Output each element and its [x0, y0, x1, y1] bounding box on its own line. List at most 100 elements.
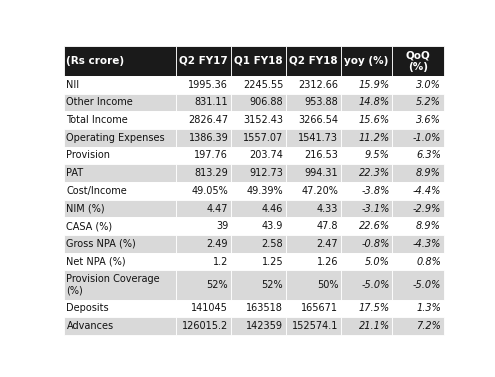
Bar — [64, 200, 176, 218]
Text: 7.2%: 7.2% — [416, 321, 441, 331]
Text: 142359: 142359 — [247, 321, 283, 331]
Bar — [176, 200, 231, 218]
Bar — [64, 147, 176, 164]
Bar — [231, 164, 286, 182]
Text: Other Income: Other Income — [66, 97, 133, 107]
Bar — [341, 253, 393, 270]
Text: 813.29: 813.29 — [195, 168, 228, 178]
Text: 3266.54: 3266.54 — [298, 115, 339, 125]
Text: Q2 FY17: Q2 FY17 — [179, 56, 228, 66]
Text: Advances: Advances — [66, 321, 114, 331]
Text: Provision: Provision — [66, 150, 110, 161]
Text: 126015.2: 126015.2 — [182, 321, 228, 331]
Text: -2.9%: -2.9% — [412, 204, 441, 213]
Bar — [64, 300, 176, 317]
Bar — [231, 235, 286, 253]
Text: Operating Expenses: Operating Expenses — [66, 133, 165, 143]
Bar — [341, 129, 393, 147]
Bar — [231, 147, 286, 164]
Bar — [176, 317, 231, 335]
Bar — [393, 93, 444, 111]
Bar — [64, 317, 176, 335]
Bar — [341, 93, 393, 111]
Bar — [64, 253, 176, 270]
Text: 2245.55: 2245.55 — [243, 80, 283, 90]
Bar — [286, 235, 341, 253]
Text: 141045: 141045 — [192, 303, 228, 313]
Bar — [393, 317, 444, 335]
Text: NIM (%): NIM (%) — [66, 204, 105, 213]
Bar — [393, 200, 444, 218]
Text: 17.5%: 17.5% — [358, 303, 390, 313]
Text: 49.05%: 49.05% — [192, 186, 228, 196]
Bar — [341, 46, 393, 76]
Bar — [176, 270, 231, 300]
Text: yoy (%): yoy (%) — [345, 56, 389, 66]
Bar — [64, 76, 176, 93]
Text: 1557.07: 1557.07 — [243, 133, 283, 143]
Bar — [393, 235, 444, 253]
Bar — [231, 300, 286, 317]
Text: 22.3%: 22.3% — [358, 168, 390, 178]
Text: 6.3%: 6.3% — [416, 150, 441, 161]
Text: (Rs crore): (Rs crore) — [66, 56, 125, 66]
Bar — [286, 164, 341, 182]
Text: 4.46: 4.46 — [262, 204, 283, 213]
Text: CASA (%): CASA (%) — [66, 221, 112, 231]
Text: 50%: 50% — [317, 280, 339, 290]
Bar — [176, 235, 231, 253]
Text: 4.47: 4.47 — [207, 204, 228, 213]
Text: Total Income: Total Income — [66, 115, 128, 125]
Text: 39: 39 — [216, 221, 228, 231]
Text: Cost/Income: Cost/Income — [66, 186, 127, 196]
Bar — [341, 76, 393, 93]
Bar — [286, 111, 341, 129]
Text: 8.9%: 8.9% — [416, 221, 441, 231]
Bar — [231, 200, 286, 218]
Bar — [231, 111, 286, 129]
Bar — [286, 253, 341, 270]
Text: -0.8%: -0.8% — [361, 239, 390, 249]
Bar — [341, 300, 393, 317]
Bar — [64, 93, 176, 111]
Bar — [176, 46, 231, 76]
Text: NII: NII — [66, 80, 80, 90]
Bar — [231, 182, 286, 200]
Bar — [341, 317, 393, 335]
Text: QoQ
(%): QoQ (%) — [405, 50, 430, 72]
Bar — [176, 76, 231, 93]
Bar — [176, 300, 231, 317]
Bar — [286, 200, 341, 218]
Text: -3.8%: -3.8% — [361, 186, 390, 196]
Text: 47.20%: 47.20% — [301, 186, 339, 196]
Bar — [393, 182, 444, 200]
Bar — [393, 253, 444, 270]
Text: 1.26: 1.26 — [317, 257, 339, 267]
Text: 1995.36: 1995.36 — [188, 80, 228, 90]
Text: 165671: 165671 — [301, 303, 339, 313]
Bar — [176, 182, 231, 200]
Bar — [231, 218, 286, 235]
Bar — [176, 111, 231, 129]
Text: -5.0%: -5.0% — [412, 280, 441, 290]
Bar — [231, 317, 286, 335]
Text: 831.11: 831.11 — [195, 97, 228, 107]
Bar — [393, 300, 444, 317]
Bar — [286, 317, 341, 335]
Bar — [393, 218, 444, 235]
Text: 52%: 52% — [206, 280, 228, 290]
Bar — [393, 164, 444, 182]
Text: 1541.73: 1541.73 — [298, 133, 339, 143]
Bar — [64, 182, 176, 200]
Bar — [231, 76, 286, 93]
Text: Q2 FY18: Q2 FY18 — [289, 56, 338, 66]
Text: 11.2%: 11.2% — [358, 133, 390, 143]
Bar — [64, 235, 176, 253]
Bar — [176, 164, 231, 182]
Text: 912.73: 912.73 — [249, 168, 283, 178]
Bar — [286, 76, 341, 93]
Text: Net NPA (%): Net NPA (%) — [66, 257, 126, 267]
Text: 1.25: 1.25 — [262, 257, 283, 267]
Bar — [286, 147, 341, 164]
Text: 2.58: 2.58 — [262, 239, 283, 249]
